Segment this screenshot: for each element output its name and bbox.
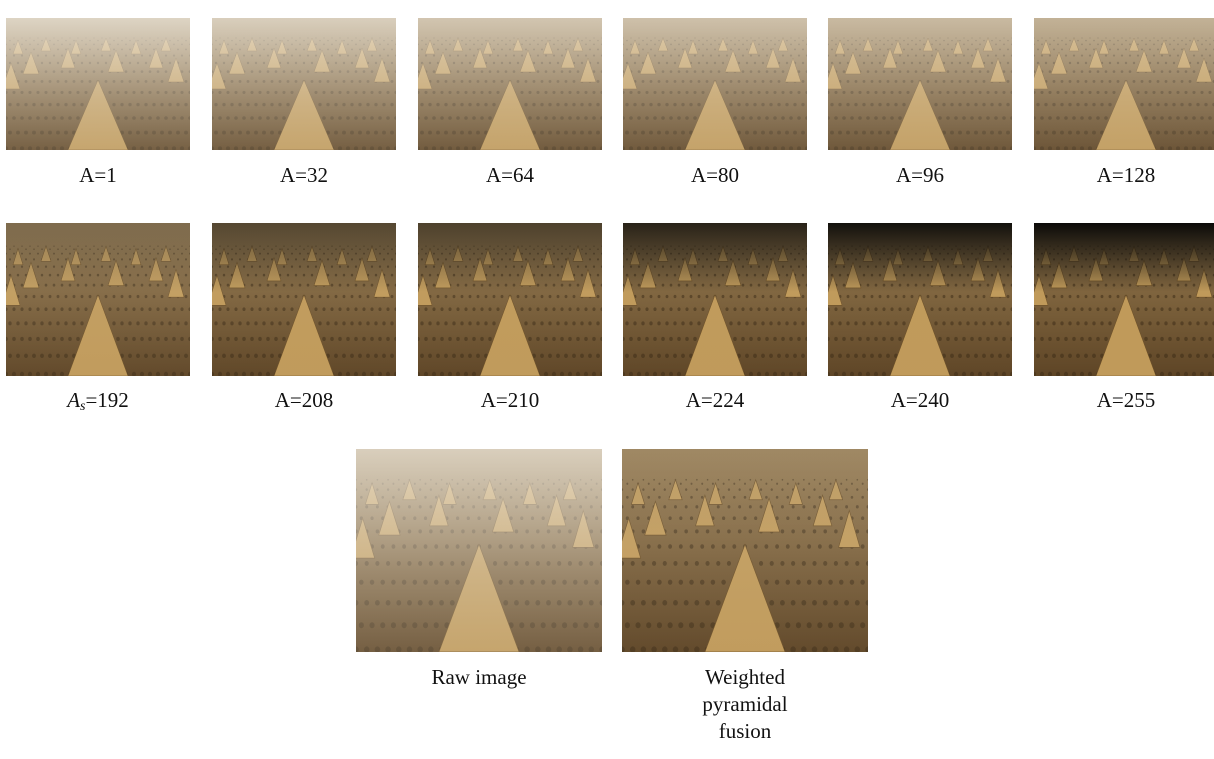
panel [828,223,1012,376]
figure: A=1 A=32 A=64 A=80 A=96 A=128 As=192 A=208 A=210… [0,0,1214,759]
panel [623,223,807,376]
photo [418,18,602,150]
panel [828,18,1012,150]
caption: Raw image [414,664,544,691]
panel [1034,223,1214,376]
photo [622,449,868,652]
panel [1034,18,1214,150]
caption-part: A [67,388,80,412]
panel [622,449,868,652]
caption-part: =192 [85,388,128,412]
photo [212,223,396,376]
caption: A=128 [1034,162,1214,189]
caption: A=208 [212,387,396,414]
caption: A=1 [6,162,190,189]
panel [212,223,396,376]
caption: A=224 [623,387,807,414]
caption: A=96 [828,162,1012,189]
panel [212,18,396,150]
photo [1034,18,1214,150]
caption: Weighted pyramidal fusion [680,664,810,745]
caption: As=192 [6,387,190,420]
panel [623,18,807,150]
caption: A=210 [418,387,602,414]
photo [828,18,1012,150]
caption: A=64 [418,162,602,189]
photo [623,18,807,150]
photo [828,223,1012,376]
caption: A=255 [1034,387,1214,414]
photo [418,223,602,376]
panel [356,449,602,652]
photo [6,223,190,376]
caption: A=80 [623,162,807,189]
panel [418,223,602,376]
photo [212,18,396,150]
panel [418,18,602,150]
caption: A=240 [828,387,1012,414]
caption: A=32 [212,162,396,189]
photo [623,223,807,376]
photo [6,18,190,150]
panel [6,223,190,376]
photo [1034,223,1214,376]
photo [356,449,602,652]
panel [6,18,190,150]
